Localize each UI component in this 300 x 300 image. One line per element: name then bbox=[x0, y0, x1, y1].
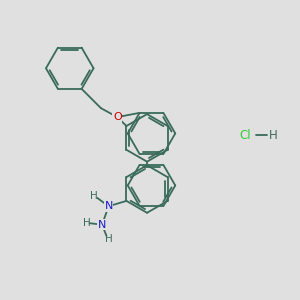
Text: Cl: Cl bbox=[239, 129, 251, 142]
Text: N: N bbox=[98, 220, 106, 230]
Text: N: N bbox=[104, 201, 113, 211]
Text: O: O bbox=[113, 112, 122, 122]
Text: H: H bbox=[269, 129, 278, 142]
Text: H: H bbox=[105, 234, 113, 244]
Text: H: H bbox=[90, 190, 98, 201]
Text: H: H bbox=[83, 218, 91, 228]
